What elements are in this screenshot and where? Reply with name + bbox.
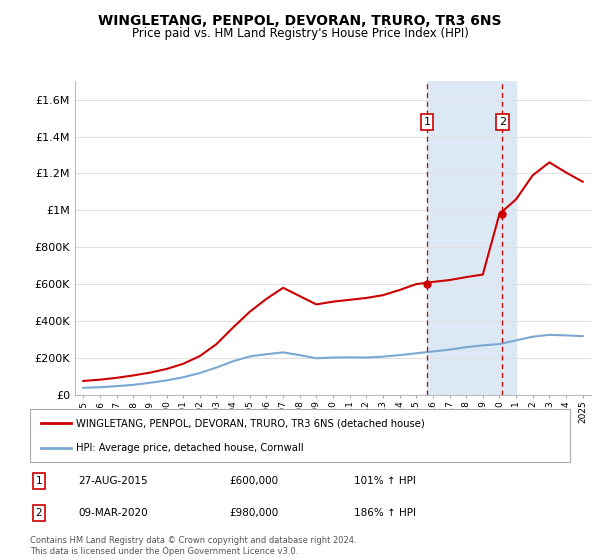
FancyBboxPatch shape: [30, 409, 570, 462]
Text: 09-MAR-2020: 09-MAR-2020: [79, 508, 148, 518]
Text: 27-AUG-2015: 27-AUG-2015: [79, 476, 148, 486]
Text: £600,000: £600,000: [230, 476, 279, 486]
Text: WINGLETANG, PENPOL, DEVORAN, TRURO, TR3 6NS: WINGLETANG, PENPOL, DEVORAN, TRURO, TR3 …: [98, 14, 502, 28]
Text: 101% ↑ HPI: 101% ↑ HPI: [354, 476, 416, 486]
Text: £980,000: £980,000: [230, 508, 279, 518]
Text: Price paid vs. HM Land Registry's House Price Index (HPI): Price paid vs. HM Land Registry's House …: [131, 27, 469, 40]
Text: WINGLETANG, PENPOL, DEVORAN, TRURO, TR3 6NS (detached house): WINGLETANG, PENPOL, DEVORAN, TRURO, TR3 …: [76, 418, 425, 428]
Text: Contains HM Land Registry data © Crown copyright and database right 2024.
This d: Contains HM Land Registry data © Crown c…: [30, 536, 356, 556]
Text: 186% ↑ HPI: 186% ↑ HPI: [354, 508, 416, 518]
Text: HPI: Average price, detached house, Cornwall: HPI: Average price, detached house, Corn…: [76, 442, 304, 452]
Bar: [427, 81, 516, 395]
Text: 2: 2: [35, 508, 42, 518]
Text: 2: 2: [499, 117, 506, 127]
Text: 1: 1: [424, 117, 431, 127]
Text: 1: 1: [35, 476, 42, 486]
